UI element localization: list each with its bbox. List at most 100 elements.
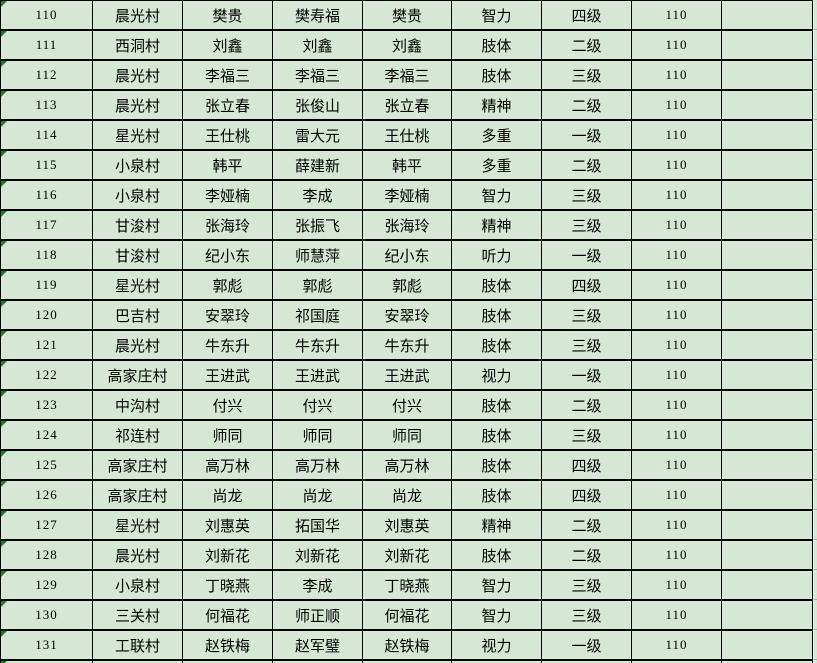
cell-amount[interactable]: 110 <box>632 271 722 301</box>
cell-disability-level[interactable]: 二级 <box>542 511 632 541</box>
cell-empty[interactable] <box>722 271 813 301</box>
cell-village[interactable]: 甘浚村 <box>93 211 183 241</box>
cell-empty[interactable] <box>722 151 813 181</box>
cell-village[interactable]: 晨光村 <box>93 331 183 361</box>
cell-disability-type[interactable]: 视力 <box>452 631 542 661</box>
cell-disability-type[interactable]: 多重 <box>452 151 542 181</box>
cell-name-b[interactable]: 刘鑫 <box>273 31 363 61</box>
cell-disability-type[interactable]: 肢体 <box>452 421 542 451</box>
cell-amount[interactable]: 110 <box>632 361 722 391</box>
cell-row-number[interactable]: 130 <box>1 601 93 631</box>
cell-name-a[interactable]: 张立春 <box>183 91 273 121</box>
cell-amount[interactable]: 110 <box>632 181 722 211</box>
cell-amount[interactable]: 110 <box>632 211 722 241</box>
cell-amount[interactable]: 110 <box>632 511 722 541</box>
cell-name-c[interactable]: 赵铁梅 <box>363 631 452 661</box>
cell-name-a[interactable]: 高万林 <box>183 451 273 481</box>
cell-name-a[interactable]: 张海玲 <box>183 211 273 241</box>
cell-name-b[interactable]: 李成 <box>273 181 363 211</box>
cell-disability-type[interactable]: 听力 <box>452 241 542 271</box>
cell-name-c[interactable]: 王仕桃 <box>363 121 452 151</box>
cell-name-a[interactable]: 王仕桃 <box>183 121 273 151</box>
cell-disability-type[interactable]: 智力 <box>452 601 542 631</box>
cell-village[interactable]: 小泉村 <box>93 571 183 601</box>
cell-disability-level[interactable]: 二级 <box>542 151 632 181</box>
cell-amount[interactable]: 110 <box>632 451 722 481</box>
cell-name-b[interactable]: 张俊山 <box>273 91 363 121</box>
cell-disability-type[interactable]: 肢体 <box>452 301 542 331</box>
cell-empty[interactable] <box>722 631 813 661</box>
cell-disability-type[interactable]: 肢体 <box>452 451 542 481</box>
cell-name-a[interactable]: 纪小东 <box>183 241 273 271</box>
cell-name-a[interactable]: 赵铁梅 <box>183 631 273 661</box>
cell-disability-level[interactable]: 三级 <box>542 421 632 451</box>
cell-empty[interactable] <box>722 511 813 541</box>
cell-row-number[interactable]: 115 <box>1 151 93 181</box>
cell-name-a[interactable]: 付兴 <box>183 391 273 421</box>
cell-amount[interactable]: 110 <box>632 601 722 631</box>
cell-name-a[interactable]: 牛东升 <box>183 331 273 361</box>
cell-village[interactable]: 高家庄村 <box>93 361 183 391</box>
cell-name-a[interactable]: 王进武 <box>183 361 273 391</box>
cell-name-c[interactable]: 张立春 <box>363 91 452 121</box>
cell-name-b[interactable]: 尚龙 <box>273 481 363 511</box>
cell-empty[interactable] <box>722 181 813 211</box>
cell-name-c[interactable]: 师同 <box>363 421 452 451</box>
cell-row-number[interactable]: 110 <box>1 1 93 31</box>
cell-name-b[interactable]: 刘新花 <box>273 541 363 571</box>
cell-amount[interactable]: 110 <box>632 151 722 181</box>
cell-name-c[interactable] <box>363 661 452 663</box>
cell-empty[interactable] <box>722 1 813 31</box>
cell-village[interactable]: 中沟村 <box>93 391 183 421</box>
cell-empty[interactable] <box>722 91 813 121</box>
cell-disability-level[interactable]: 四级 <box>542 1 632 31</box>
cell-disability-level[interactable]: 一级 <box>542 361 632 391</box>
cell-row-number[interactable]: 129 <box>1 571 93 601</box>
cell-disability-type[interactable]: 肢体 <box>452 31 542 61</box>
cell-name-b[interactable]: 雷大元 <box>273 121 363 151</box>
cell-disability-level[interactable] <box>542 661 632 663</box>
cell-disability-type[interactable]: 肢体 <box>452 391 542 421</box>
cell-name-a[interactable]: 韩平 <box>183 151 273 181</box>
cell-name-b[interactable]: 拓国华 <box>273 511 363 541</box>
cell-empty[interactable] <box>722 211 813 241</box>
cell-name-a[interactable]: 师同 <box>183 421 273 451</box>
cell-name-c[interactable]: 王进武 <box>363 361 452 391</box>
cell-disability-level[interactable]: 二级 <box>542 31 632 61</box>
cell-name-c[interactable]: 樊贵 <box>363 1 452 31</box>
cell-village[interactable]: 三关村 <box>93 601 183 631</box>
cell-name-a[interactable]: 郭彪 <box>183 271 273 301</box>
cell-name-b[interactable] <box>273 661 363 663</box>
cell-amount[interactable]: 110 <box>632 31 722 61</box>
cell-amount[interactable] <box>632 661 722 663</box>
cell-disability-level[interactable]: 二级 <box>542 541 632 571</box>
cell-empty[interactable] <box>722 601 813 631</box>
cell-row-number[interactable] <box>1 661 93 663</box>
cell-name-c[interactable]: 李娅楠 <box>363 181 452 211</box>
cell-disability-type[interactable] <box>452 661 542 663</box>
cell-disability-level[interactable]: 四级 <box>542 271 632 301</box>
cell-row-number[interactable]: 122 <box>1 361 93 391</box>
cell-name-a[interactable]: 刘鑫 <box>183 31 273 61</box>
cell-name-c[interactable]: 刘新花 <box>363 541 452 571</box>
cell-disability-level[interactable]: 三级 <box>542 331 632 361</box>
cell-name-a[interactable] <box>183 661 273 663</box>
cell-name-a[interactable]: 刘新花 <box>183 541 273 571</box>
cell-name-a[interactable]: 樊贵 <box>183 1 273 31</box>
cell-amount[interactable]: 110 <box>632 541 722 571</box>
cell-row-number[interactable]: 118 <box>1 241 93 271</box>
cell-amount[interactable]: 110 <box>632 631 722 661</box>
cell-name-b[interactable]: 祁国庭 <box>273 301 363 331</box>
cell-village[interactable]: 高家庄村 <box>93 451 183 481</box>
cell-name-c[interactable]: 安翠玲 <box>363 301 452 331</box>
cell-amount[interactable]: 110 <box>632 571 722 601</box>
cell-empty[interactable] <box>722 541 813 571</box>
cell-amount[interactable]: 110 <box>632 421 722 451</box>
cell-row-number[interactable]: 123 <box>1 391 93 421</box>
cell-name-c[interactable]: 郭彪 <box>363 271 452 301</box>
cell-row-number[interactable]: 120 <box>1 301 93 331</box>
cell-row-number[interactable]: 124 <box>1 421 93 451</box>
cell-empty[interactable] <box>722 31 813 61</box>
cell-name-a[interactable]: 丁晓燕 <box>183 571 273 601</box>
cell-village[interactable] <box>93 661 183 663</box>
